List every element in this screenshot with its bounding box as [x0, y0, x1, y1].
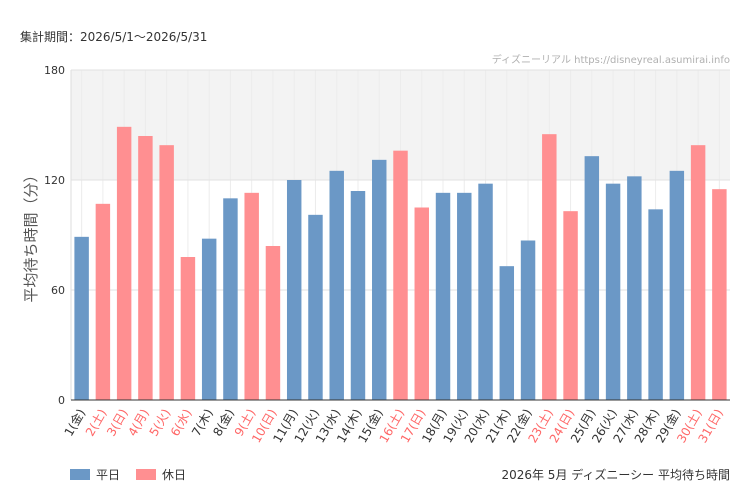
bar-1[interactable] — [74, 236, 89, 400]
bar-7[interactable] — [201, 238, 217, 400]
y-tick-label: 180 — [44, 64, 65, 77]
bar-15[interactable] — [372, 159, 387, 400]
x-tick-label: 2(土) — [83, 407, 110, 439]
bar-2[interactable] — [95, 203, 111, 400]
bar-3[interactable] — [116, 126, 132, 400]
legend-weekday-swatch — [70, 469, 90, 480]
bar-17[interactable] — [414, 207, 429, 401]
legend-weekday-label: 平日 — [96, 468, 121, 482]
bars — [74, 126, 727, 401]
bar-4[interactable] — [138, 136, 153, 400]
bar-26[interactable] — [605, 183, 621, 400]
chart-footer-title: 2026年 5月 ディズニーシー 平均待ち時間 — [501, 468, 730, 482]
legend-holiday-label: 休日 — [162, 468, 187, 482]
bar-27[interactable] — [627, 176, 642, 400]
bar-10[interactable] — [265, 246, 281, 400]
bar-12[interactable] — [308, 214, 323, 400]
bar-21[interactable] — [499, 266, 515, 400]
bar-6[interactable] — [180, 257, 196, 400]
bar-9[interactable] — [244, 192, 259, 400]
bar-23[interactable] — [542, 134, 557, 400]
bar-5[interactable] — [159, 145, 174, 400]
aggregation-period: 集計期間：2026/5/1～2026/5/31 — [20, 30, 208, 44]
bar-14[interactable] — [350, 191, 366, 400]
y-tick-label: 0 — [58, 394, 65, 407]
y-tick-labels: 0 60 120 180 — [44, 64, 65, 407]
bar-19[interactable] — [457, 192, 472, 400]
bar-25[interactable] — [584, 156, 600, 400]
bar-22[interactable] — [520, 240, 536, 401]
bar-30[interactable] — [690, 145, 706, 400]
x-tick-label: 5(火) — [147, 407, 174, 439]
legend-weekday[interactable]: 平日 — [70, 466, 120, 483]
y-tick-label: 60 — [51, 284, 65, 297]
legend-holiday-swatch — [136, 469, 157, 480]
y-tick-label: 120 — [44, 174, 65, 187]
x-tick-label: 7(木) — [189, 407, 216, 439]
bar-13[interactable] — [329, 170, 344, 400]
bar-16[interactable] — [393, 150, 408, 400]
source-credit: ディズニーリアル https://disneyreal.asumirai.inf… — [492, 53, 730, 66]
bar-18[interactable] — [435, 192, 451, 400]
bar-28[interactable] — [648, 209, 663, 400]
x-tick-label: 1(金) — [61, 406, 88, 439]
bar-8[interactable] — [223, 198, 238, 400]
legend-holiday[interactable]: 休日 — [136, 466, 186, 483]
bar-24[interactable] — [563, 211, 578, 400]
x-tick-label: 4(月) — [125, 407, 152, 439]
bar-20[interactable] — [478, 183, 493, 400]
y-axis-label: 平均待ち時間（分） — [22, 167, 40, 302]
bar-29[interactable] — [669, 170, 685, 400]
bar-11[interactable] — [286, 180, 302, 400]
x-tick-label: 6(水) — [168, 407, 195, 439]
x-tick-label: 3(日) — [104, 407, 131, 439]
bar-31[interactable] — [712, 189, 727, 400]
x-tick-labels: 1(金)2(土)3(日)4(月)5(火)6(水)7(木)8(金)9(土)10(日… — [61, 406, 726, 445]
legend: 平日 休日 — [70, 466, 202, 483]
x-tick-label: 8(金) — [210, 406, 237, 439]
